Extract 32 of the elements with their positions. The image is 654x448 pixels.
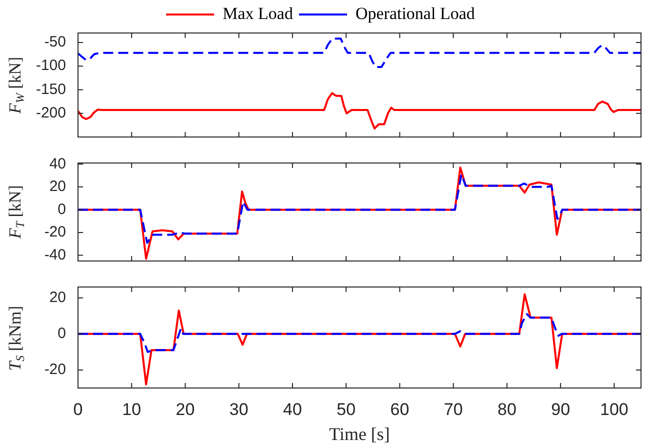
- x-tick-label: 0: [73, 400, 83, 419]
- y-axis-title: FW [kN]: [5, 56, 28, 115]
- x-tick-label: 40: [283, 400, 302, 419]
- legend-label: Max Load: [222, 4, 294, 23]
- y-tick-label: 20: [49, 288, 66, 306]
- x-tick-label: 80: [497, 400, 516, 419]
- x-tick-label: 20: [176, 400, 195, 419]
- x-tick-label: 10: [122, 400, 142, 419]
- y-tick-label: -20: [44, 224, 66, 241]
- x-tick-label: 30: [229, 400, 248, 419]
- x-tick-label: 90: [551, 400, 570, 419]
- y-tick-label: -40: [44, 246, 66, 264]
- x-tick-label: 60: [390, 400, 410, 419]
- y-tick-label: 40: [49, 155, 66, 172]
- line-series: [78, 38, 641, 68]
- y-tick-label: 20: [49, 178, 66, 196]
- y-axis-title: FT [kN]: [5, 185, 28, 240]
- line-series: [78, 313, 641, 353]
- y-axis-title: TS [kNm]: [5, 306, 28, 371]
- y-tick-label: 0: [58, 325, 66, 342]
- y-tick-label: -50: [44, 34, 66, 51]
- y-tick-label: -200: [36, 104, 66, 122]
- y-tick-label: -100: [36, 57, 66, 74]
- x-tick-label: 100: [600, 400, 628, 419]
- x-tick-label: 50: [336, 400, 356, 419]
- legend-label: Operational Load: [355, 4, 476, 23]
- x-axis-title: Time [s]: [329, 424, 390, 444]
- y-tick-label: -20: [44, 361, 66, 378]
- x-tick-label: 70: [444, 400, 463, 419]
- line-series: [78, 173, 641, 244]
- y-tick-label: 0: [58, 200, 66, 218]
- y-tick-label: -150: [36, 80, 66, 98]
